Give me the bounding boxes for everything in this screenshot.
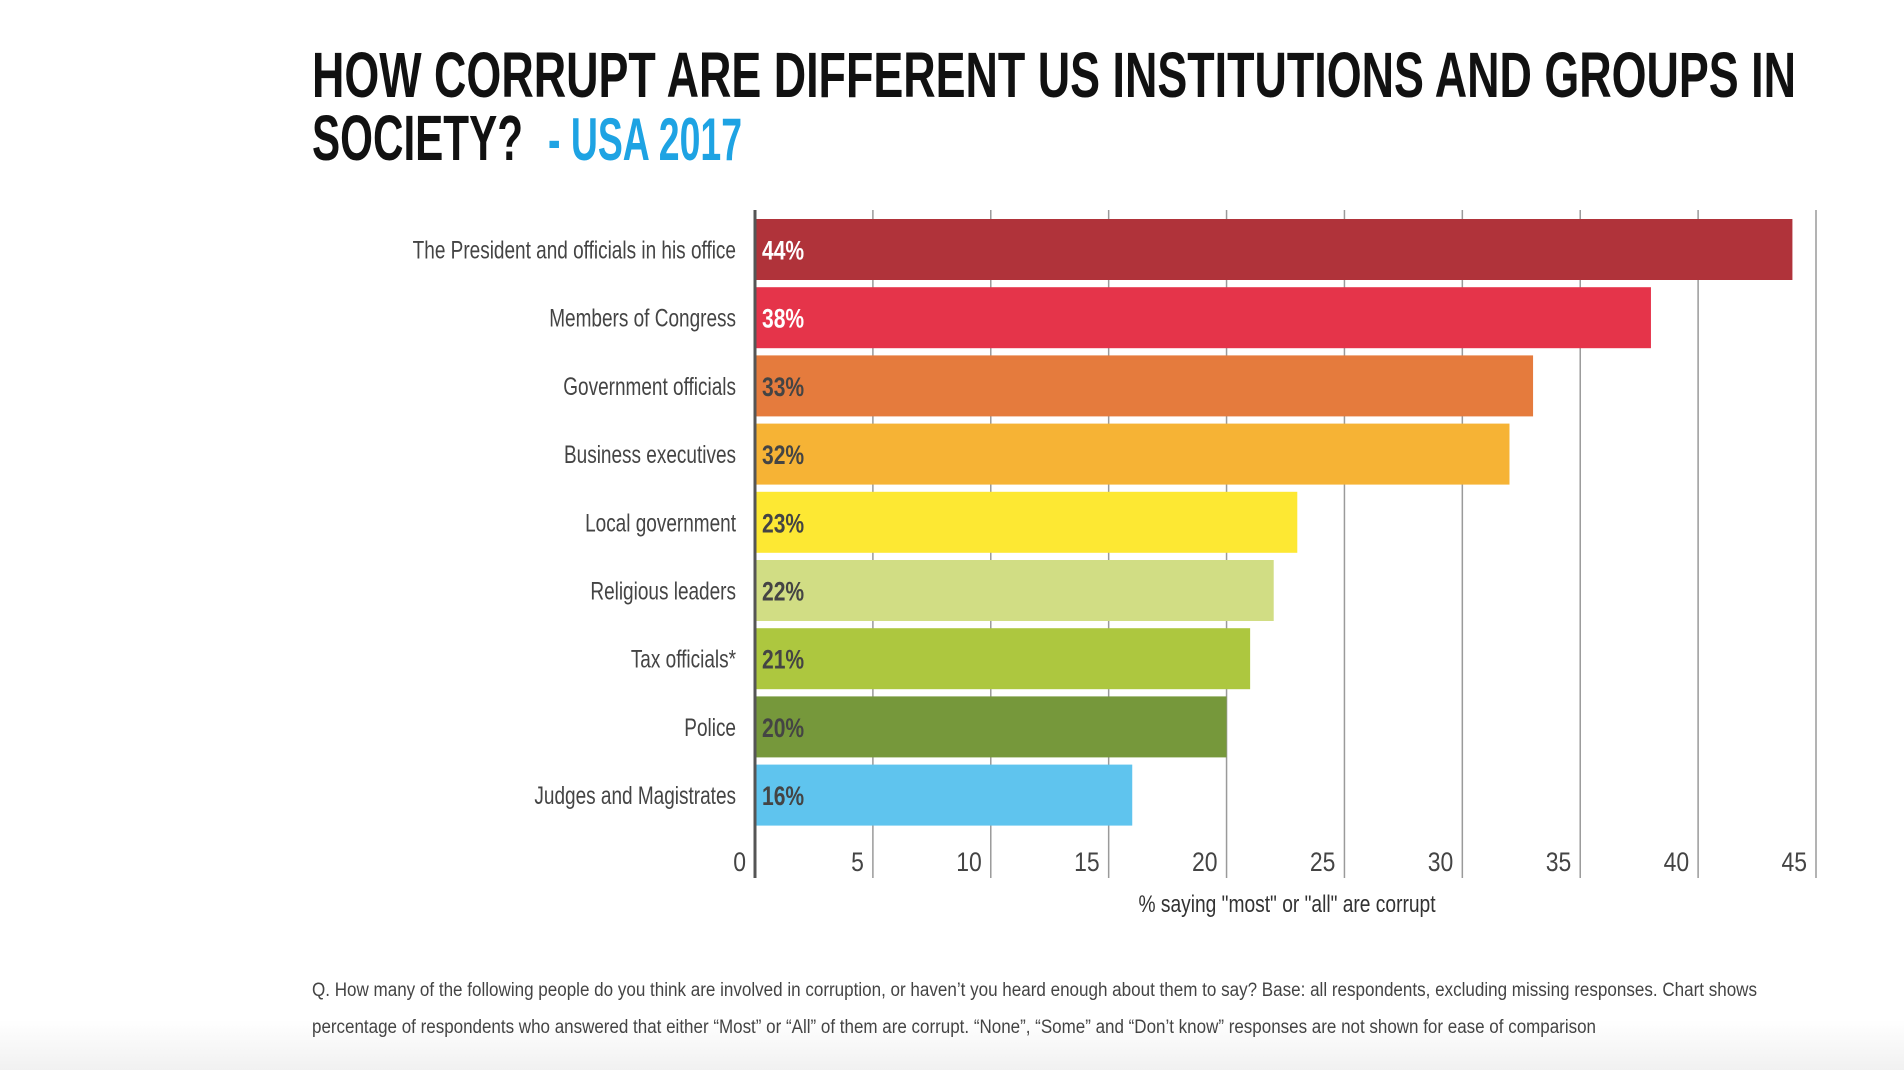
bar (755, 355, 1534, 417)
category-label: Members of Congress (549, 304, 736, 332)
footnote-line-1: Q. How many of the following people do y… (312, 980, 1757, 1001)
bar (755, 696, 1227, 758)
data-label: 44% (762, 236, 804, 266)
x-tick-label: 45 (1781, 847, 1807, 877)
x-tick-label: 20 (1192, 847, 1218, 877)
category-label: Government officials (563, 372, 736, 400)
category-label: Tax officials* (631, 645, 736, 673)
bar (755, 287, 1651, 349)
data-label: 23% (762, 509, 804, 539)
x-tick-label: 5 (851, 847, 864, 877)
data-label: 16% (762, 782, 804, 812)
footnote-line-2: percentage of respondents who answered t… (312, 1017, 1596, 1038)
bar (755, 560, 1274, 621)
data-label: 20% (762, 713, 804, 743)
x-tick-label: 15 (1074, 847, 1100, 877)
data-label: 32% (762, 441, 804, 471)
data-label: 21% (762, 645, 804, 675)
x-tick-label: 35 (1546, 847, 1572, 877)
category-label: Business executives (564, 441, 736, 469)
bar (755, 423, 1510, 485)
x-tick-label: 10 (956, 847, 982, 877)
category-label: Judges and Magistrates (534, 782, 736, 810)
x-tick-labels: 0 5 10 15 20 25 30 35 40 45 (733, 847, 1807, 877)
chart-title-line1: HOW CORRUPT ARE DIFFERENT US INSTITUTION… (312, 39, 1796, 111)
bar (755, 219, 1793, 280)
x-axis-title: % saying "most" or "all" are corrupt (1138, 890, 1435, 918)
chart-title-line2: SOCIETY? (312, 102, 523, 174)
data-label: 22% (762, 577, 804, 607)
x-tick-label: 30 (1428, 847, 1454, 877)
data-label: 38% (762, 304, 804, 334)
chart-subtitle: - USA 2017 (548, 106, 742, 173)
bars: 44% 38% 33% 32% 23% 22% 21% 20% 16% (755, 219, 1793, 826)
bar (755, 764, 1133, 826)
bar (755, 491, 1298, 553)
data-label: 33% (762, 372, 804, 402)
category-labels: The President and officials in his offic… (413, 236, 737, 810)
x-tick-label: 40 (1664, 847, 1690, 877)
category-label: Religious leaders (590, 577, 736, 605)
x-tick-label: 25 (1310, 847, 1336, 877)
bar (755, 628, 1251, 690)
category-label: Local government (585, 509, 736, 537)
x-tick-label: 0 (733, 847, 746, 877)
category-label: The President and officials in his offic… (413, 236, 736, 264)
category-label: Police (684, 713, 736, 741)
